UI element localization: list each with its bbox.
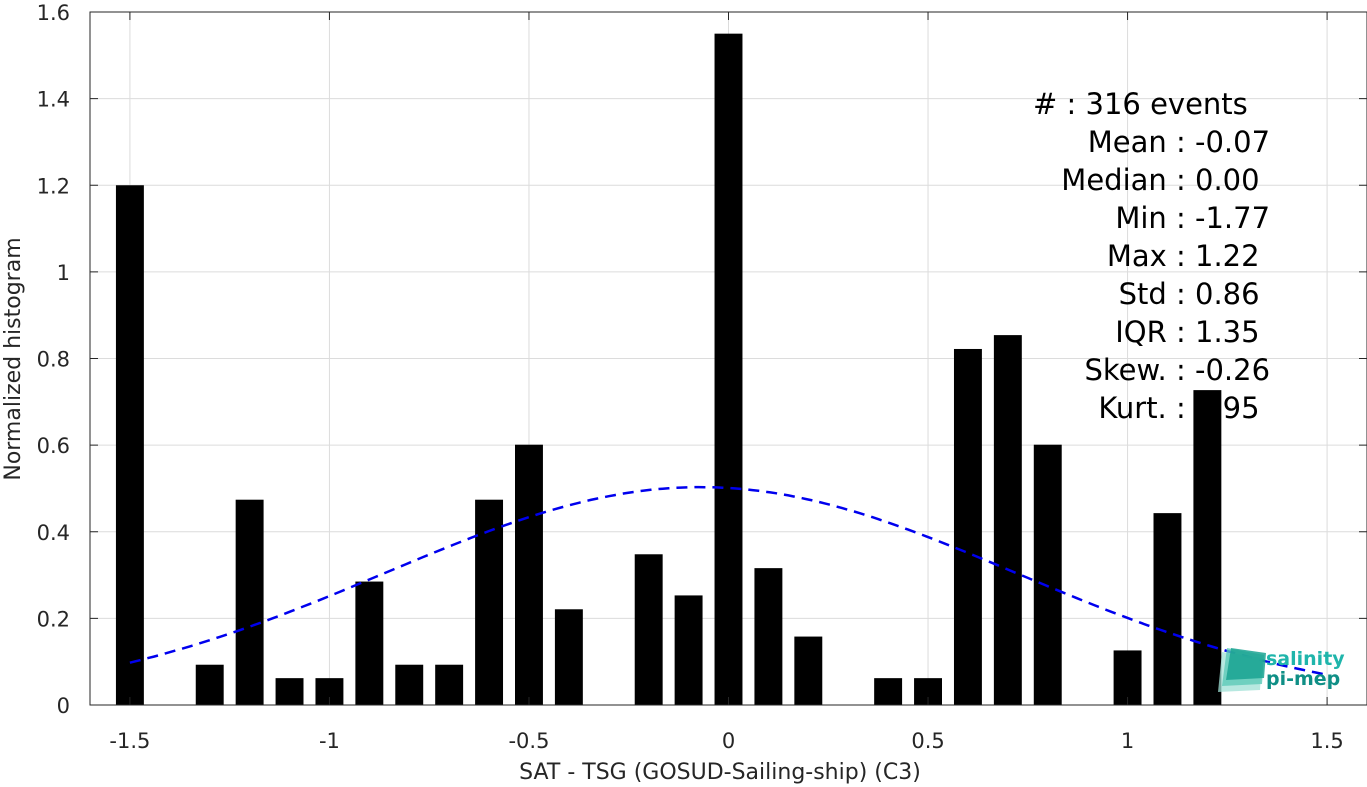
x-tick-label: -1 <box>319 729 340 753</box>
x-axis-ticks: -1.5 -1 -0.5 0 0.5 1 1.5 <box>109 12 1344 753</box>
x-tick-label: 0 <box>722 729 735 753</box>
x-tick-label: -0.5 <box>508 729 549 753</box>
y-tick-label: 0.8 <box>37 348 70 372</box>
histogram-bars <box>115 33 1222 705</box>
x-tick-label: 0.5 <box>911 729 944 753</box>
y-tick-label: 1.2 <box>37 174 70 198</box>
histogram-bar <box>115 185 144 705</box>
x-tick-label: 1.5 <box>1310 729 1343 753</box>
y-tick-label: 0.6 <box>37 434 70 458</box>
histogram-bar <box>754 568 783 705</box>
y-tick-label: 1 <box>57 261 70 285</box>
y-tick-label: 1.4 <box>37 88 70 112</box>
stat-line: Skew. : -0.26 <box>1084 353 1270 387</box>
x-axis-label: SAT - TSG (GOSUD-Sailing-ship) (C3) <box>519 760 921 785</box>
histogram-bar <box>674 595 703 705</box>
histogram-bar <box>475 499 504 705</box>
stat-line: IQR : 1.35 <box>1115 315 1259 349</box>
stat-line: Std : 0.86 <box>1119 277 1260 311</box>
histogram-bar <box>874 678 903 705</box>
histogram-bar <box>275 678 304 705</box>
histogram-bar <box>395 664 424 705</box>
stat-line: Min : -1.77 <box>1115 201 1270 235</box>
x-tick-label: -1.5 <box>109 729 150 753</box>
histogram-bar <box>953 348 982 705</box>
gaussian-fit-curve <box>129 485 1328 677</box>
histogram-bar <box>515 444 543 705</box>
histogram-bar <box>634 554 663 705</box>
histogram-bar <box>1033 444 1062 705</box>
histogram-bar <box>794 636 823 705</box>
y-tick-label: 0 <box>57 694 70 718</box>
salinity-pi-mep-logo: salinity pi-mep <box>1218 648 1345 692</box>
stat-line: Max : 1.22 <box>1107 239 1260 273</box>
histogram-bar <box>1153 513 1182 705</box>
stat-line: Median : 0.00 <box>1061 163 1259 197</box>
histogram-bar <box>355 581 384 705</box>
y-axis-label: Normalized histogram <box>1 237 26 480</box>
stat-line: Mean : -0.07 <box>1088 125 1270 159</box>
histogram-bar <box>435 664 464 705</box>
logo-line-1: salinity <box>1266 648 1345 670</box>
logo-line-2: pi-mep <box>1266 668 1340 690</box>
histogram-bar <box>554 609 583 705</box>
statistics-box: # : 316 events Mean : -0.07 Median : 0.00 M… <box>1033 87 1270 425</box>
y-tick-label: 1.6 <box>37 1 70 25</box>
histogram-bar <box>195 664 224 705</box>
y-tick-label: 0.4 <box>37 521 70 545</box>
y-tick-label: 0.2 <box>37 607 70 631</box>
histogram-bar <box>993 335 1022 705</box>
histogram-bar <box>714 33 743 705</box>
stat-line: # : 316 events <box>1033 87 1248 121</box>
logo-wave-icon <box>1218 648 1266 692</box>
histogram-bar <box>1113 650 1142 705</box>
histogram-bar <box>235 499 264 705</box>
histogram-bar <box>1193 390 1222 705</box>
x-tick-label: 1 <box>1121 729 1134 753</box>
stat-line: Kurt. : 1.95 <box>1098 391 1259 425</box>
y-axis-ticks: 0 0.2 0.4 0.6 0.8 1 1.2 1.4 1.6 <box>37 1 1367 718</box>
